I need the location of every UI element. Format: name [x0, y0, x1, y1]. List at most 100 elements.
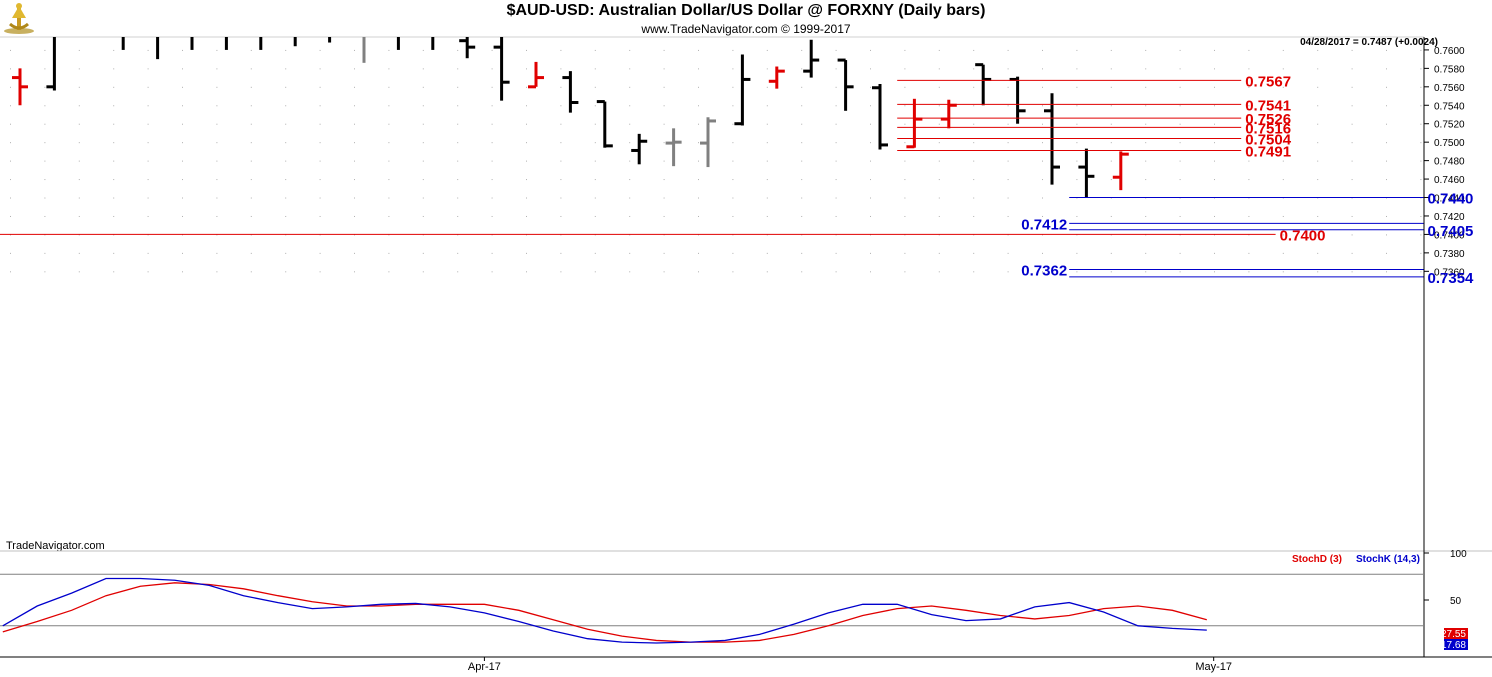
- grid-dot: [973, 271, 975, 273]
- grid-dot: [526, 68, 527, 70]
- grid-dot: [319, 105, 321, 107]
- grid-dot: [1420, 234, 1422, 236]
- grid-dot: [698, 142, 699, 144]
- grid-dot: [78, 271, 80, 273]
- grid-dot: [560, 160, 562, 162]
- grid-dot: [216, 252, 218, 254]
- grid-dot: [285, 68, 287, 70]
- grid-dot: [663, 49, 665, 51]
- grid-dot: [44, 86, 46, 88]
- grid-dot: [904, 86, 906, 88]
- y-tick-label: 0.7520: [1434, 120, 1465, 131]
- grid-dot: [973, 68, 975, 70]
- grid-dot: [1420, 179, 1422, 181]
- stoch-k-line: [2, 577, 1207, 644]
- y-tick-label: 0.7500: [1434, 138, 1465, 149]
- grid-dot: [1179, 86, 1181, 88]
- grid-dot: [182, 252, 183, 254]
- grid-dot: [1248, 142, 1250, 144]
- grid-dot: [354, 252, 355, 254]
- grid-dot: [250, 215, 252, 217]
- grid-dot: [1386, 123, 1387, 125]
- grid-dot: [457, 179, 459, 181]
- grid-dot: [698, 197, 699, 199]
- grid-dot: [732, 86, 734, 88]
- grid-dot: [216, 105, 218, 107]
- grid-dot: [526, 105, 527, 107]
- grid-dot: [1317, 160, 1319, 162]
- grid-dot: [1317, 142, 1319, 144]
- grid-dot: [904, 252, 906, 254]
- grid-dot: [1145, 68, 1147, 70]
- y-tick-label: 0.7540: [1434, 101, 1465, 112]
- level-label: 0.7412: [1021, 216, 1067, 233]
- grid-dot: [491, 68, 493, 70]
- x-tick-label: May-17: [1195, 661, 1232, 673]
- grid-dot: [973, 179, 975, 181]
- grid-dot: [491, 179, 493, 181]
- grid-dot: [766, 252, 768, 254]
- grid-dot: [422, 160, 424, 162]
- grid-dot: [216, 215, 218, 217]
- grid-dot: [10, 271, 11, 273]
- grid-dot: [147, 197, 149, 199]
- grid-dot: [388, 160, 390, 162]
- grid-dot: [319, 49, 321, 51]
- stoch-d-badge: [1444, 628, 1468, 639]
- grid-dot: [1179, 215, 1181, 217]
- ohlc-bars: [12, 37, 1129, 198]
- level-label: 0.7541: [1245, 97, 1291, 114]
- grid-dot: [457, 160, 459, 162]
- grid-dot: [1076, 105, 1078, 107]
- grid-dot: [216, 142, 218, 144]
- ohlc-bar: [665, 128, 682, 167]
- grid-dot: [78, 68, 80, 70]
- grid-dot: [182, 179, 183, 181]
- grid-dot: [1317, 179, 1319, 181]
- grid-dot: [594, 49, 596, 51]
- grid-dot: [388, 215, 390, 217]
- grid-dot: [1145, 49, 1147, 51]
- grid-dot: [973, 86, 975, 88]
- grid-dot: [1076, 123, 1078, 125]
- grid-dot: [698, 49, 699, 51]
- grid-dot: [10, 215, 11, 217]
- grid-dot: [182, 197, 183, 199]
- grid-dot: [1214, 252, 1215, 254]
- grid-dot: [1179, 160, 1181, 162]
- grid-dot: [1042, 105, 1043, 107]
- grid-dot: [835, 197, 837, 199]
- grid-dot: [182, 142, 183, 144]
- grid-dot: [1248, 160, 1250, 162]
- grid-dot: [388, 49, 390, 51]
- grid-dot: [1145, 179, 1147, 181]
- grid-dot: [1351, 68, 1353, 70]
- ohlc-bar: [596, 100, 613, 148]
- grid-dot: [285, 142, 287, 144]
- grid-dot: [422, 271, 424, 273]
- grid-dot: [1317, 271, 1319, 273]
- stoch-k-badge: [1444, 639, 1468, 650]
- grid-dot: [766, 142, 768, 144]
- grid-dot: [147, 123, 149, 125]
- grid-dot: [1145, 105, 1147, 107]
- grid-dot: [388, 68, 390, 70]
- grid-dot: [1420, 86, 1422, 88]
- ohlc-bar: [190, 37, 194, 50]
- grid-dot: [285, 271, 287, 273]
- stoch-k-value: 17.68: [1441, 640, 1466, 651]
- grid-dot: [870, 123, 871, 125]
- grid-dot: [457, 252, 459, 254]
- grid-dot: [1179, 179, 1181, 181]
- grid-dot: [870, 179, 871, 181]
- y-tick-label: 0.7480: [1434, 157, 1465, 168]
- grid-dot: [388, 142, 390, 144]
- grid-dot: [1248, 86, 1250, 88]
- grid-dot: [629, 86, 631, 88]
- grid-dot: [182, 68, 183, 70]
- grid-dot: [44, 142, 46, 144]
- grid-dot: [663, 179, 665, 181]
- grid-dot: [422, 49, 424, 51]
- grid-dot: [457, 197, 459, 199]
- grid-dot: [1351, 86, 1353, 88]
